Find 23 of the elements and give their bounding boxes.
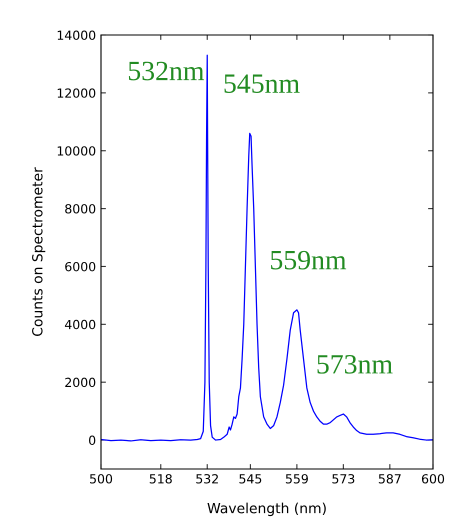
- y-tick-label: 4000: [64, 320, 96, 330]
- y-tick-label: 10000: [58, 146, 96, 156]
- line-series: [101, 54, 433, 442]
- y-tick-label: 6000: [65, 262, 96, 272]
- x-tick-label: 532: [196, 474, 218, 484]
- y-tick-label: 14000: [58, 30, 96, 40]
- y-tick-label: 2000: [65, 378, 96, 388]
- y-tick-label: 12000: [58, 88, 96, 98]
- annotation: 559nm: [271, 250, 346, 270]
- x-tick-label: 559: [286, 474, 308, 484]
- x-tick-label: 573: [332, 474, 354, 484]
- annotation: 545nm: [224, 74, 300, 94]
- x-tick-label: 587: [378, 474, 401, 484]
- annotation: 532nm: [128, 62, 204, 80]
- x-tick-label: 500: [90, 474, 112, 484]
- x-tick-label: 545: [239, 474, 262, 484]
- x-tick-label: 600: [422, 474, 444, 484]
- y-axis-title: Counts on Spectrometer: [32, 167, 46, 336]
- y-tick-label: 0: [89, 436, 96, 445]
- annotation: 573nm: [318, 354, 393, 374]
- x-tick-label: 518: [150, 474, 172, 484]
- x-axis-title: Wavelength (nm): [207, 502, 326, 516]
- y-tick-label: 8000: [65, 204, 96, 214]
